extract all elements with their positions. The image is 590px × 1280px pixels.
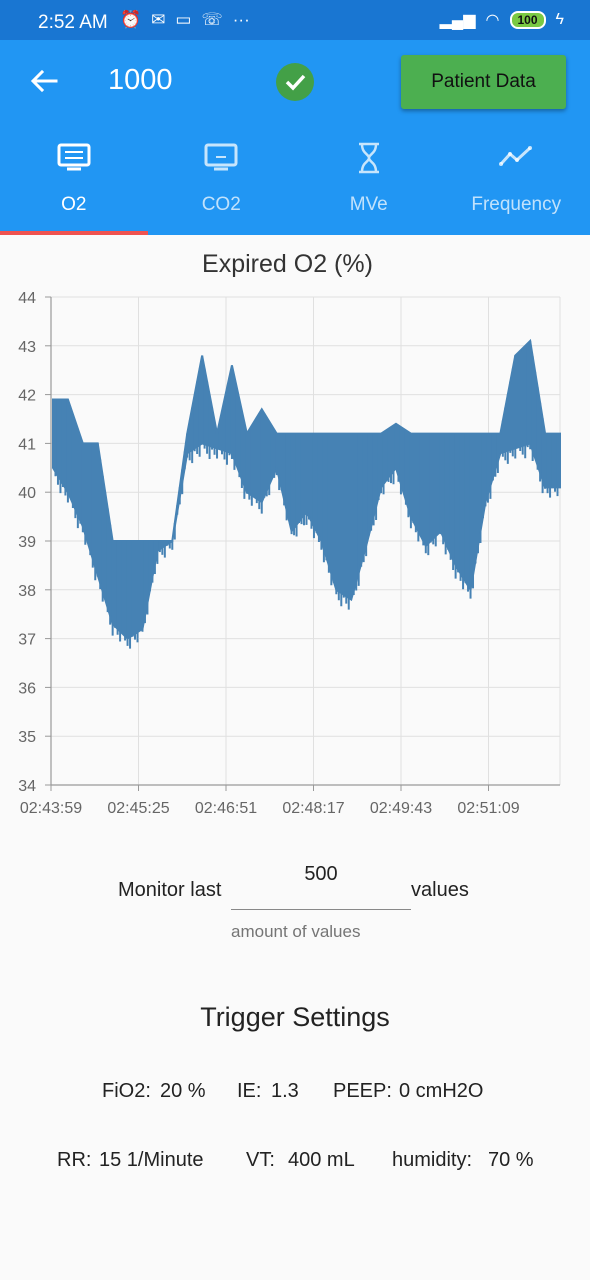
y-tick-label: 34 bbox=[18, 778, 36, 795]
monitor-prefix-label: Monitor last bbox=[118, 879, 222, 901]
y-tick-label: 44 bbox=[18, 290, 36, 307]
x-tick-label: 02:46:51 bbox=[195, 800, 257, 817]
missed-call-icon: ☏ bbox=[201, 10, 223, 29]
check-icon bbox=[276, 63, 314, 101]
tab-label: CO2 bbox=[201, 194, 241, 215]
tab-frequency[interactable]: Frequency bbox=[443, 124, 590, 235]
status-bar: 2:52 AM ⏰ ✉ ▭ ☏ ··· ▂▄▆ ◠ 100 ϟ bbox=[0, 0, 590, 40]
battery-icon: 100 bbox=[509, 11, 546, 29]
patient-data-button[interactable]: Patient Data bbox=[401, 55, 566, 109]
more-icon: ··· bbox=[232, 10, 250, 29]
peep-value: 0 cmH2O bbox=[399, 1080, 484, 1102]
y-tick-label: 43 bbox=[18, 339, 36, 356]
y-tick-label: 35 bbox=[18, 729, 36, 746]
x-tick-label: 02:43:59 bbox=[20, 800, 82, 817]
tab-label: Frequency bbox=[471, 194, 562, 215]
tab-co2[interactable]: CO2 bbox=[148, 124, 296, 235]
trend-line-icon bbox=[499, 146, 533, 166]
monitor-control: Monitor last 500 values amount of values bbox=[0, 858, 590, 948]
x-tick-label: 02:45:25 bbox=[107, 800, 169, 817]
vt-label: VT: bbox=[246, 1149, 275, 1171]
hourglass-icon bbox=[358, 142, 379, 174]
notification-icons: ⏰ ✉ ▭ ☏ ··· bbox=[120, 10, 250, 30]
y-tick-label: 38 bbox=[18, 583, 36, 600]
rr-label: RR: bbox=[57, 1149, 92, 1171]
x-tick-label: 02:51:09 bbox=[457, 800, 519, 817]
tab-mve[interactable]: MVe bbox=[295, 124, 443, 235]
wifi-icon: ◠ bbox=[485, 12, 500, 29]
tab-label: O2 bbox=[61, 194, 87, 215]
peep-label: PEEP: bbox=[333, 1080, 392, 1102]
monitor-helper-text: amount of values bbox=[231, 922, 361, 941]
back-arrow-icon[interactable] bbox=[28, 64, 60, 98]
tab-label: MVe bbox=[349, 194, 388, 215]
fio2-value: 20 % bbox=[160, 1080, 206, 1102]
tab-o2[interactable]: O2 bbox=[0, 124, 148, 235]
monitor-icon bbox=[57, 143, 91, 171]
humidity-value: 70 % bbox=[488, 1149, 534, 1171]
signal-icon: ▂▄▆ bbox=[439, 12, 476, 29]
message-icon: ▭ bbox=[175, 10, 192, 29]
settings-row-2: RR: 15 1/Minute VT: 400 mL humidity: 70 … bbox=[0, 1149, 590, 1175]
y-tick-label: 39 bbox=[18, 534, 36, 551]
charging-icon: ϟ bbox=[555, 11, 564, 28]
y-tick-label: 36 bbox=[18, 680, 36, 697]
y-tick-label: 41 bbox=[18, 436, 36, 453]
status-time: 2:52 AM bbox=[38, 12, 108, 33]
y-tick-label: 37 bbox=[18, 632, 36, 649]
tab-indicator bbox=[0, 231, 148, 235]
tab-bar: O2 CO2 MVe Frequency bbox=[0, 124, 590, 235]
ie-value: 1.3 bbox=[271, 1080, 299, 1102]
x-tick-label: 02:49:43 bbox=[370, 800, 432, 817]
alarm-icon: ⏰ bbox=[120, 10, 142, 29]
y-tick-label: 42 bbox=[18, 388, 36, 405]
monitor-suffix-label: values bbox=[411, 879, 469, 901]
y-tick-label: 40 bbox=[18, 485, 36, 502]
ie-label: IE: bbox=[237, 1080, 262, 1102]
chart-title: Expired O2 (%) bbox=[202, 250, 373, 278]
monitor-values-input[interactable]: 500 bbox=[231, 858, 411, 910]
page-title: 1000 bbox=[108, 64, 173, 96]
x-tick-label: 02:48:17 bbox=[282, 800, 344, 817]
o2-chart: 34 35 36 37 38 39 40 41 42 43 44 02:43:59 02:45:25 02… bbox=[18, 290, 561, 817]
wechat-icon: ✉ bbox=[151, 10, 166, 29]
app-bar: 1000 Patient Data bbox=[0, 40, 590, 124]
tv-icon bbox=[204, 143, 238, 171]
fio2-label: FiO2: bbox=[102, 1080, 151, 1102]
vt-value: 400 mL bbox=[288, 1149, 355, 1171]
rr-value: 15 1/Minute bbox=[99, 1149, 204, 1171]
system-icons: ▂▄▆ ◠ 100 ϟ bbox=[440, 10, 564, 30]
humidity-label: humidity: bbox=[392, 1149, 473, 1171]
settings-row-1: FiO2: 20 % IE: 1.3 PEEP: 0 cmH2O bbox=[0, 1080, 590, 1106]
trigger-settings-title: Trigger Settings bbox=[200, 1002, 390, 1032]
